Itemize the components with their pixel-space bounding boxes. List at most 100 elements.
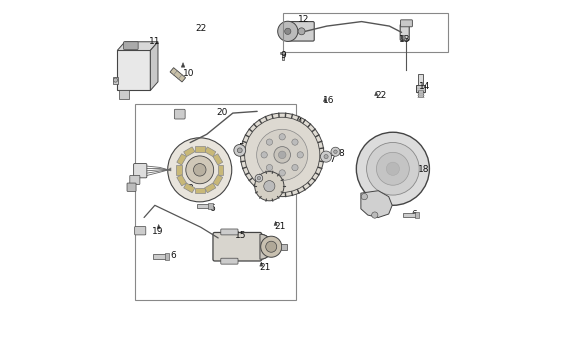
Text: 14: 14 (418, 82, 430, 91)
Polygon shape (280, 52, 286, 54)
Text: 19: 19 (152, 227, 164, 236)
Polygon shape (260, 262, 263, 266)
Polygon shape (184, 147, 195, 157)
FancyBboxPatch shape (135, 227, 146, 235)
Text: 4: 4 (296, 118, 302, 127)
Polygon shape (205, 183, 216, 193)
Circle shape (386, 162, 400, 175)
Polygon shape (195, 146, 205, 152)
FancyBboxPatch shape (213, 232, 262, 261)
Circle shape (241, 113, 324, 197)
Circle shape (333, 150, 337, 153)
Circle shape (376, 152, 409, 185)
Bar (197, 204, 211, 208)
Circle shape (298, 28, 305, 35)
Circle shape (356, 132, 429, 205)
FancyBboxPatch shape (221, 229, 238, 235)
Polygon shape (205, 147, 216, 157)
FancyBboxPatch shape (124, 42, 138, 49)
Circle shape (284, 28, 291, 34)
Polygon shape (184, 183, 195, 193)
FancyBboxPatch shape (130, 175, 140, 184)
Circle shape (256, 129, 308, 180)
FancyBboxPatch shape (286, 22, 314, 41)
Circle shape (193, 164, 206, 176)
Circle shape (292, 165, 298, 171)
Bar (281, 244, 287, 250)
Circle shape (331, 147, 340, 156)
FancyBboxPatch shape (416, 85, 425, 92)
Text: 13: 13 (399, 35, 410, 44)
Text: 6: 6 (411, 210, 417, 219)
Circle shape (320, 151, 332, 162)
Circle shape (257, 176, 260, 180)
Text: 12: 12 (299, 15, 310, 24)
Text: 5: 5 (238, 143, 244, 152)
Circle shape (367, 142, 419, 195)
Polygon shape (150, 42, 158, 90)
Polygon shape (195, 188, 205, 193)
Bar (153, 254, 168, 259)
Circle shape (255, 172, 284, 201)
FancyBboxPatch shape (165, 253, 169, 260)
Polygon shape (117, 42, 158, 50)
FancyBboxPatch shape (400, 24, 409, 40)
Circle shape (266, 165, 272, 171)
Circle shape (260, 236, 282, 257)
Text: 20: 20 (216, 108, 227, 117)
Circle shape (279, 151, 286, 159)
Text: 6: 6 (170, 251, 176, 260)
Text: 22: 22 (375, 90, 386, 100)
Circle shape (237, 148, 242, 153)
FancyBboxPatch shape (133, 164, 147, 178)
Text: 21: 21 (274, 222, 286, 231)
Circle shape (324, 155, 328, 159)
Circle shape (168, 138, 232, 202)
Polygon shape (177, 175, 186, 186)
FancyBboxPatch shape (221, 258, 238, 264)
Circle shape (279, 134, 286, 140)
Text: 10: 10 (183, 69, 195, 78)
FancyBboxPatch shape (174, 109, 185, 119)
FancyBboxPatch shape (401, 20, 412, 27)
Bar (113, 77, 118, 85)
Text: 17: 17 (377, 209, 389, 218)
Bar (135, 104, 296, 300)
Circle shape (245, 117, 320, 192)
Circle shape (266, 139, 272, 145)
Text: 15: 15 (235, 231, 247, 240)
Text: 1: 1 (258, 157, 263, 166)
Polygon shape (181, 63, 185, 67)
Circle shape (266, 241, 276, 252)
Bar (283, 13, 448, 52)
Circle shape (297, 152, 303, 158)
Text: 11: 11 (149, 37, 161, 46)
Bar (119, 90, 129, 99)
Text: 3: 3 (188, 184, 193, 193)
Polygon shape (177, 154, 186, 165)
Circle shape (274, 147, 291, 163)
Bar (404, 213, 418, 217)
Polygon shape (170, 68, 186, 82)
Circle shape (255, 174, 263, 182)
Text: 16: 16 (323, 96, 335, 105)
FancyBboxPatch shape (127, 183, 136, 191)
Circle shape (186, 156, 214, 184)
Text: 6: 6 (209, 204, 215, 213)
Circle shape (264, 181, 275, 192)
Polygon shape (374, 92, 378, 96)
FancyBboxPatch shape (415, 212, 420, 218)
Bar (117, 50, 150, 90)
Text: 8: 8 (339, 149, 345, 158)
Circle shape (361, 193, 368, 200)
Circle shape (292, 139, 298, 145)
Circle shape (279, 170, 286, 176)
Polygon shape (361, 191, 392, 218)
Bar (282, 53, 284, 60)
Polygon shape (260, 182, 263, 187)
Polygon shape (213, 154, 223, 165)
FancyBboxPatch shape (209, 203, 213, 209)
Polygon shape (157, 224, 160, 229)
Circle shape (372, 212, 378, 218)
Polygon shape (274, 221, 277, 226)
